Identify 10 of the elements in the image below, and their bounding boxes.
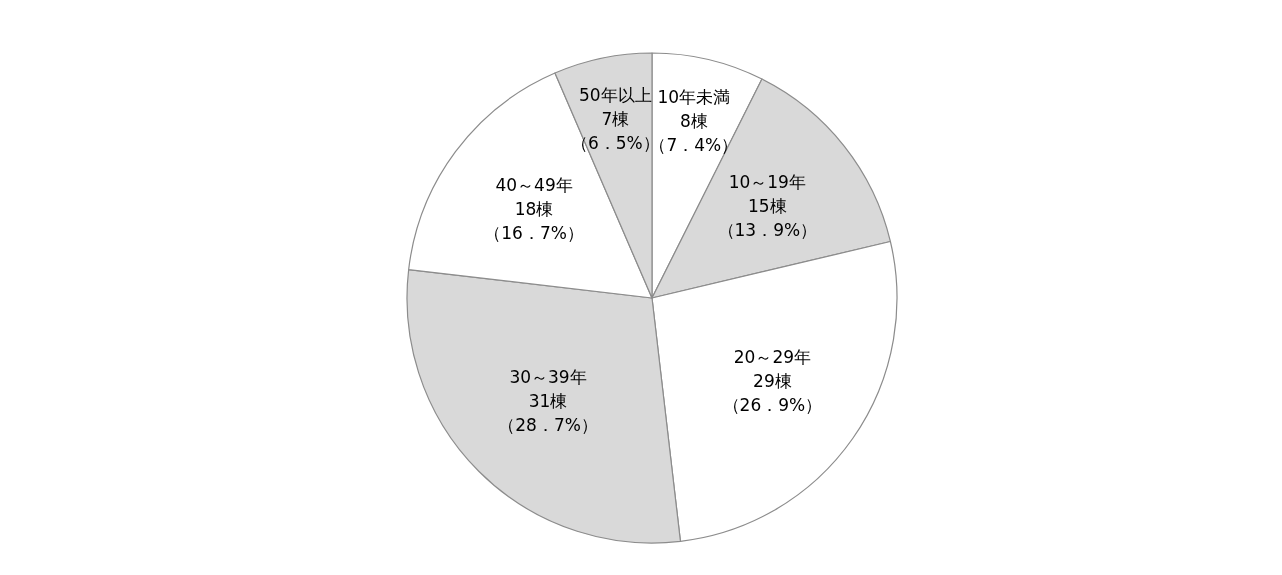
slice-label: 10～19年	[728, 171, 806, 192]
data-label: 15棟（13．9%）	[717, 195, 818, 240]
slice-label: 40～49年	[495, 175, 573, 196]
data-label: 29棟（26．9%）	[722, 371, 823, 416]
data-label: 18棟（16．7%）	[484, 199, 584, 244]
slice-label: 10年未満	[657, 86, 731, 107]
data-label: 31棟（28．7%）	[498, 390, 598, 435]
slice-label: 20～29年	[733, 347, 812, 368]
slice-label: 30～39年	[509, 366, 587, 387]
slice-label: 50年以上	[579, 85, 652, 106]
